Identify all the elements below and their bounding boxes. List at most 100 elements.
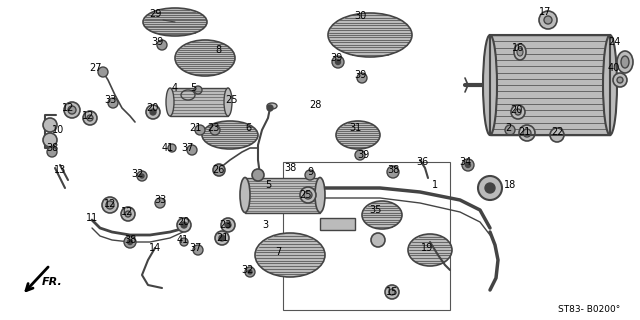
Circle shape	[215, 231, 229, 245]
Text: 9: 9	[307, 167, 313, 177]
Text: 21: 21	[518, 127, 530, 137]
Text: 40: 40	[608, 63, 620, 73]
Text: 25: 25	[226, 95, 238, 105]
Text: 22: 22	[551, 127, 563, 137]
Text: 15: 15	[386, 287, 398, 297]
Text: 27: 27	[89, 63, 101, 73]
Circle shape	[43, 133, 57, 147]
Text: 21: 21	[189, 123, 201, 133]
Text: 32: 32	[242, 265, 254, 275]
Circle shape	[146, 105, 160, 119]
Ellipse shape	[224, 88, 232, 116]
Text: 12: 12	[82, 111, 94, 121]
Circle shape	[225, 222, 231, 228]
Circle shape	[181, 222, 187, 228]
Text: 12: 12	[121, 207, 133, 217]
Circle shape	[462, 159, 474, 171]
Text: 5: 5	[265, 180, 271, 190]
Circle shape	[106, 201, 114, 209]
Circle shape	[125, 211, 131, 217]
Ellipse shape	[202, 121, 258, 149]
Ellipse shape	[175, 40, 235, 76]
Circle shape	[43, 118, 57, 132]
Circle shape	[121, 207, 135, 221]
Circle shape	[519, 125, 535, 141]
Circle shape	[157, 40, 167, 50]
Ellipse shape	[267, 103, 277, 109]
Text: 26: 26	[212, 165, 224, 175]
Ellipse shape	[328, 13, 412, 57]
Circle shape	[137, 171, 147, 181]
Circle shape	[47, 147, 57, 157]
Text: 29: 29	[149, 9, 161, 19]
Text: 38: 38	[124, 235, 136, 245]
Circle shape	[332, 56, 344, 68]
Circle shape	[550, 128, 564, 142]
Text: 12: 12	[104, 199, 116, 209]
Circle shape	[515, 109, 521, 115]
Text: 12: 12	[62, 103, 74, 113]
Circle shape	[195, 125, 205, 135]
Ellipse shape	[240, 178, 250, 212]
Ellipse shape	[255, 233, 325, 277]
Circle shape	[68, 106, 76, 114]
Text: 38: 38	[284, 163, 296, 173]
Text: 28: 28	[309, 100, 321, 110]
Text: ST83- B0200°: ST83- B0200°	[558, 306, 620, 315]
Text: 39: 39	[357, 150, 369, 160]
Text: 20: 20	[177, 217, 189, 227]
Ellipse shape	[514, 44, 526, 60]
Ellipse shape	[362, 201, 402, 229]
Text: FR.: FR.	[42, 277, 63, 287]
Bar	[283, 162, 450, 310]
Circle shape	[140, 174, 144, 178]
Circle shape	[245, 267, 255, 277]
Circle shape	[617, 77, 623, 83]
Ellipse shape	[166, 88, 174, 116]
Circle shape	[155, 198, 165, 208]
Ellipse shape	[621, 56, 629, 68]
Text: 33: 33	[154, 195, 166, 205]
Text: 33: 33	[104, 95, 116, 105]
Circle shape	[485, 183, 495, 193]
Bar	[170, 88, 228, 116]
Circle shape	[335, 60, 340, 65]
Text: 20: 20	[510, 105, 522, 115]
Text: 34: 34	[459, 157, 471, 167]
Text: 36: 36	[416, 157, 428, 167]
Circle shape	[300, 187, 316, 203]
Circle shape	[187, 145, 197, 155]
Circle shape	[465, 163, 470, 167]
Text: 11: 11	[86, 213, 98, 223]
Text: 2: 2	[505, 123, 511, 133]
Circle shape	[523, 129, 531, 137]
Text: 6: 6	[245, 123, 251, 133]
Circle shape	[304, 191, 312, 199]
Circle shape	[267, 105, 273, 111]
Circle shape	[87, 115, 93, 121]
Text: 5: 5	[190, 83, 196, 93]
Text: 18: 18	[504, 180, 516, 190]
Ellipse shape	[143, 8, 207, 36]
Circle shape	[102, 197, 118, 213]
Text: 37: 37	[181, 143, 193, 153]
Text: 39: 39	[330, 53, 342, 63]
Circle shape	[194, 86, 202, 94]
Circle shape	[124, 236, 136, 248]
Text: 37: 37	[189, 243, 201, 253]
Text: 19: 19	[421, 243, 433, 253]
Ellipse shape	[408, 234, 452, 266]
Circle shape	[539, 11, 557, 29]
Text: 7: 7	[275, 247, 281, 257]
Text: 23: 23	[219, 220, 231, 230]
Circle shape	[180, 238, 188, 246]
Ellipse shape	[336, 121, 380, 149]
Ellipse shape	[517, 48, 523, 56]
Text: 17: 17	[539, 7, 551, 17]
Circle shape	[511, 105, 525, 119]
Ellipse shape	[617, 51, 633, 73]
Text: 16: 16	[512, 43, 524, 53]
Text: 23: 23	[207, 123, 219, 133]
Circle shape	[168, 144, 176, 152]
Circle shape	[505, 125, 515, 135]
